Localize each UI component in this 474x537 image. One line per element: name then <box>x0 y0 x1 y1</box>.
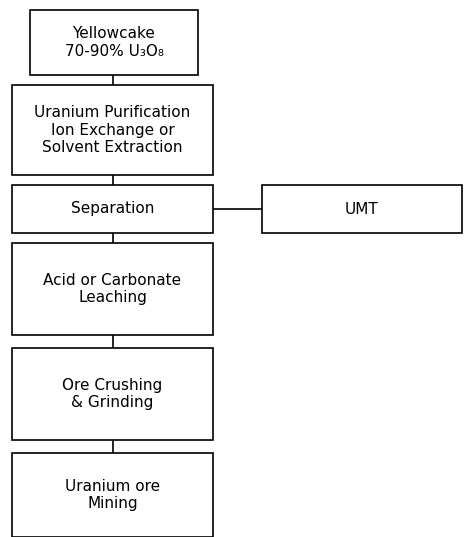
FancyBboxPatch shape <box>30 10 198 75</box>
Text: Ore Crushing
& Grinding: Ore Crushing & Grinding <box>63 378 163 410</box>
Text: Acid or Carbonate
Leaching: Acid or Carbonate Leaching <box>44 273 182 305</box>
FancyBboxPatch shape <box>12 185 213 233</box>
Text: Separation: Separation <box>71 201 154 216</box>
Text: UMT: UMT <box>345 201 379 216</box>
FancyBboxPatch shape <box>262 185 462 233</box>
Text: Yellowcake
70-90% U₃O₈: Yellowcake 70-90% U₃O₈ <box>64 26 164 59</box>
FancyBboxPatch shape <box>12 243 213 335</box>
FancyBboxPatch shape <box>12 85 213 175</box>
Text: Uranium ore
Mining: Uranium ore Mining <box>65 479 160 511</box>
Text: Uranium Purification
Ion Exchange or
Solvent Extraction: Uranium Purification Ion Exchange or Sol… <box>35 105 191 155</box>
FancyBboxPatch shape <box>12 348 213 440</box>
FancyBboxPatch shape <box>12 453 213 537</box>
